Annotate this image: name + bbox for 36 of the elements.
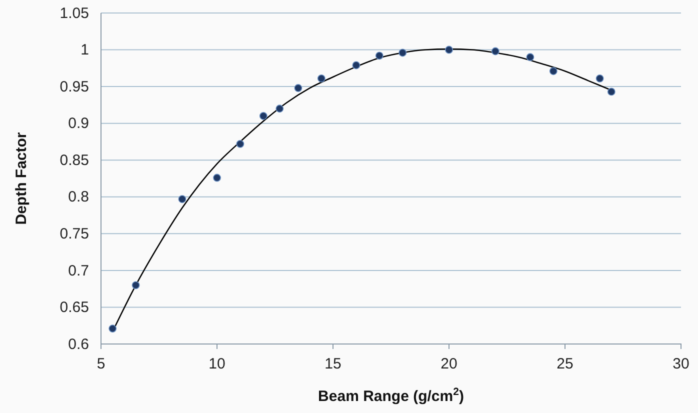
point: [108, 324, 117, 333]
point: [526, 53, 534, 62]
y-tick-label: 0.65: [60, 299, 89, 316]
point: [259, 112, 268, 120]
point: [375, 52, 384, 60]
y-tick-label: 0.75: [60, 225, 89, 242]
point: [398, 48, 407, 57]
point: [607, 88, 616, 96]
point: [178, 195, 186, 204]
y-tick-label: 1.05: [60, 4, 89, 22]
y-tick-label: 1: [80, 42, 89, 59]
y-tick-label: 0.95: [60, 78, 89, 96]
x-tick-label: 25: [556, 356, 574, 372]
y-tick-label: 0.6: [68, 336, 89, 353]
y-tick-label: 0.8: [68, 188, 89, 206]
x-tick-label: 15: [324, 356, 342, 372]
point: [491, 47, 500, 56]
x-tick-label: 5: [96, 356, 106, 372]
point: [596, 74, 604, 82]
point: [352, 61, 360, 70]
point: [445, 46, 453, 54]
y-tick-label: 0.7: [68, 262, 89, 280]
y-tick-label: 0.85: [60, 152, 89, 169]
point: [549, 67, 558, 76]
point: [236, 140, 244, 148]
y-tick-label: 0.9: [68, 115, 89, 132]
x-tick-label: 30: [672, 356, 690, 372]
y-axis-title: Depth Factor: [13, 132, 30, 225]
point: [294, 84, 302, 92]
point: [213, 174, 221, 182]
point: [276, 104, 284, 113]
x-axis-title: Beam Range (g/cm$^{2}$): [318, 386, 464, 405]
x-tick-label: 20: [440, 356, 458, 372]
point: [317, 74, 326, 82]
point: [132, 281, 140, 290]
x-tick-label: 10: [208, 356, 226, 372]
